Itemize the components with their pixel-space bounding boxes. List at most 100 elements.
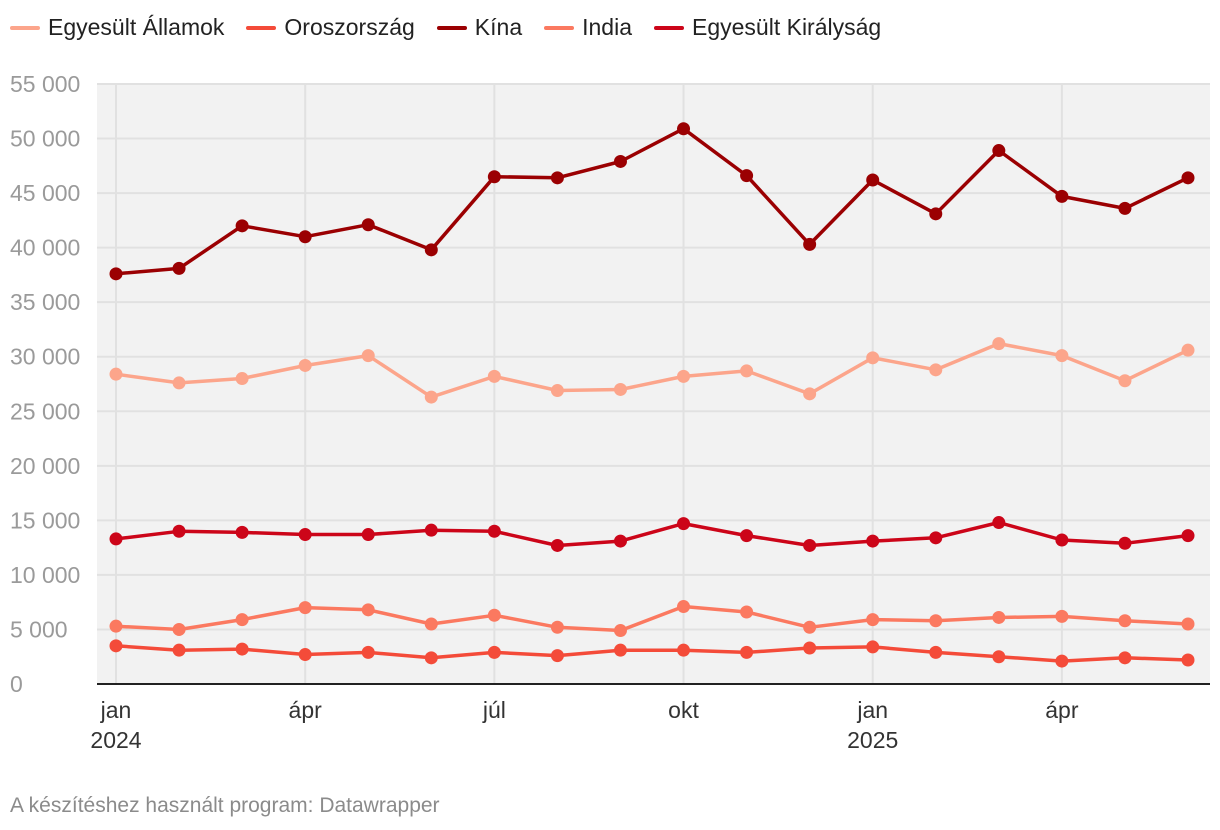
series-point-0 [992, 337, 1006, 351]
x-tick-year-label: 2024 [90, 727, 141, 753]
series-point-3 [1055, 609, 1069, 623]
series-point-1 [361, 645, 375, 659]
series-point-0 [677, 369, 691, 383]
series-point-0 [172, 376, 186, 390]
y-tick-label: 40 000 [10, 235, 80, 261]
legend-item-usa[interactable]: Egyesült Államok [10, 14, 224, 41]
legend-item-china[interactable]: Kína [436, 14, 522, 41]
series-point-2 [866, 173, 880, 187]
series-point-0 [866, 351, 880, 365]
legend-swatch [544, 25, 575, 30]
series-point-3 [109, 619, 123, 633]
series-point-3 [740, 605, 754, 619]
legend-label: Egyesült Királyság [692, 14, 882, 40]
series-point-3 [424, 617, 438, 631]
legend-label: Oroszország [284, 14, 415, 40]
series-point-1 [866, 640, 880, 654]
source-credit: A készítéshez használt program: Datawrap… [10, 794, 440, 817]
series-point-1 [235, 642, 249, 656]
series-point-3 [803, 620, 817, 634]
series-point-1 [929, 645, 943, 659]
series-point-1 [1118, 651, 1132, 665]
y-tick-label: 15 000 [10, 507, 80, 533]
x-tick-label: ápr [1045, 697, 1079, 723]
series-point-2 [361, 218, 375, 232]
series-point-1 [1055, 654, 1069, 668]
series-point-1 [487, 645, 501, 659]
series-point-2 [1055, 189, 1069, 203]
series-point-0 [550, 384, 564, 398]
series-point-3 [487, 608, 501, 622]
x-tick-label: júl [482, 697, 506, 723]
series-point-4 [866, 534, 880, 548]
series-point-4 [803, 538, 817, 552]
y-tick-label: 30 000 [10, 344, 80, 370]
y-tick-label: 55 000 [10, 71, 80, 97]
series-point-0 [613, 382, 627, 396]
series-point-1 [613, 643, 627, 657]
series-point-2 [1118, 201, 1132, 215]
series-point-1 [172, 643, 186, 657]
x-tick-label: okt [668, 697, 699, 723]
series-point-0 [803, 387, 817, 401]
series-point-4 [929, 531, 943, 545]
series-point-4 [740, 529, 754, 543]
y-tick-label: 45 000 [10, 180, 80, 206]
y-tick-label: 5 000 [10, 616, 68, 642]
series-point-4 [109, 532, 123, 546]
series-point-4 [424, 523, 438, 537]
series-line-3 [114, 604, 1190, 633]
legend-item-russia[interactable]: Oroszország [246, 14, 415, 41]
legend-item-india[interactable]: India [544, 14, 632, 41]
series-point-0 [1055, 349, 1069, 363]
y-tick-label: 20 000 [10, 453, 80, 479]
y-tick-label: 25 000 [10, 398, 80, 424]
series-point-2 [550, 171, 564, 185]
series-point-2 [298, 230, 312, 244]
series-point-2 [803, 237, 817, 251]
series-line-4 [114, 520, 1190, 548]
series-point-4 [613, 534, 627, 548]
series-point-0 [487, 369, 501, 383]
x-tick-year-label: 2025 [847, 727, 898, 753]
series-point-2 [613, 154, 627, 168]
series-point-1 [677, 643, 691, 657]
series-point-0 [235, 372, 249, 386]
legend-label: India [582, 14, 632, 40]
legend-item-uk[interactable]: Egyesült Királyság [654, 14, 881, 41]
series-point-3 [550, 620, 564, 634]
series-point-3 [298, 601, 312, 615]
series-point-4 [1181, 529, 1195, 543]
series-point-3 [866, 613, 880, 627]
series-point-3 [172, 622, 186, 636]
series-point-1 [298, 648, 312, 662]
series-point-3 [613, 624, 627, 638]
series-point-1 [550, 649, 564, 663]
series-point-2 [992, 144, 1006, 158]
y-tick-label: 10 000 [10, 562, 80, 588]
series-point-1 [424, 651, 438, 665]
series-point-3 [1181, 617, 1195, 631]
series-point-0 [1118, 374, 1132, 388]
legend-swatch [654, 25, 684, 30]
series-point-2 [109, 267, 123, 281]
series-point-0 [424, 390, 438, 404]
series-point-1 [109, 639, 123, 653]
series-point-4 [550, 538, 564, 552]
x-tick-label: ápr [289, 697, 323, 723]
series-point-4 [487, 524, 501, 538]
legend-swatch [436, 25, 467, 30]
x-tick-label: jan [100, 697, 132, 723]
series-point-3 [992, 610, 1006, 624]
x-tick-label: jan [856, 697, 888, 723]
series-point-0 [740, 364, 754, 378]
series-point-0 [361, 349, 375, 363]
legend-label: Egyesült Államok [48, 14, 225, 40]
series-point-4 [235, 525, 249, 539]
series-point-1 [992, 650, 1006, 664]
legend-swatch [10, 25, 40, 30]
series-point-0 [298, 358, 312, 372]
series-point-3 [235, 613, 249, 627]
